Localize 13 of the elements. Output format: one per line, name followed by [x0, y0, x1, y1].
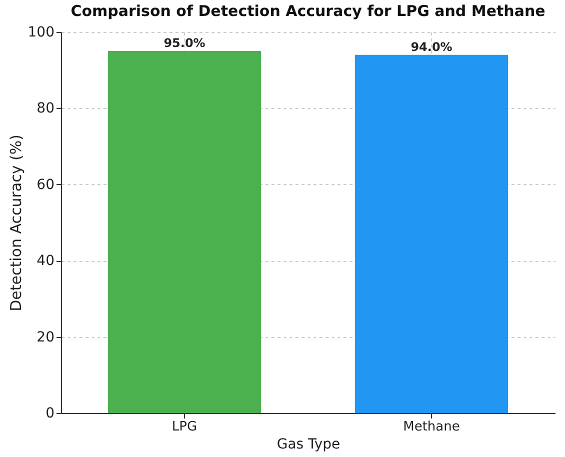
- y-tick-label: 80: [36, 100, 54, 117]
- y-axis-title: Detection Accuracy (%): [6, 134, 25, 312]
- chart-title: Comparison of Detection Accuracy for LPG and Methane: [70, 2, 546, 20]
- x-axis-title: Gas Type: [276, 436, 340, 452]
- x-tick-label: Methane: [403, 420, 460, 434]
- y-tick-label: 100: [28, 24, 54, 40]
- data-label: 94.0%: [410, 40, 452, 54]
- y-tick-label: 60: [36, 176, 54, 193]
- y-tick-label: 20: [36, 329, 54, 346]
- y-tick-label: 0: [46, 406, 54, 422]
- y-tick-label: 40: [36, 253, 54, 270]
- data-label: 95.0%: [164, 36, 206, 50]
- x-tick-label: LPG: [172, 420, 198, 434]
